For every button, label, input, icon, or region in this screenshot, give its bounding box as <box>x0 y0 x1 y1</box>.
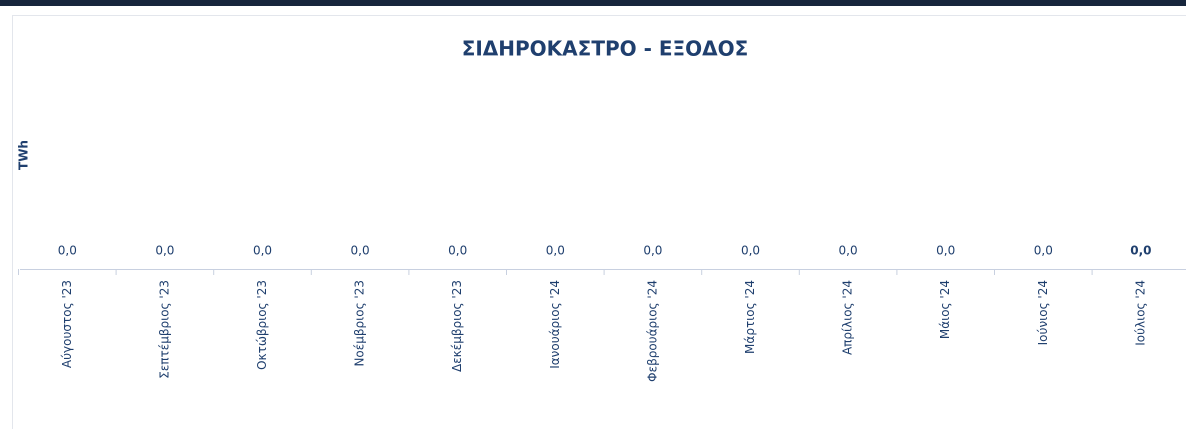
value-label: 0,0 <box>155 244 174 258</box>
value-label: 0,0 <box>839 244 858 258</box>
panel <box>12 15 1186 429</box>
y-axis-label: TWh <box>17 140 31 170</box>
value-label: 0,0 <box>936 244 955 258</box>
value-label: 0,0 <box>1034 244 1053 258</box>
x-tick-label: Ιανουάριος '24 <box>548 280 562 369</box>
value-label: 0,0 <box>643 244 662 258</box>
top-bar <box>0 0 1186 6</box>
x-tick-label: Απρίλιος '24 <box>841 280 855 355</box>
x-tick-label: Οκτώβριος '23 <box>255 280 269 370</box>
x-tick-label: Αύγουστος '23 <box>60 280 74 368</box>
x-tick-label: Φεβρουάριος '24 <box>645 280 659 382</box>
value-label: 0,0 <box>546 244 565 258</box>
x-tick-label: Ιούλιος '24 <box>1133 280 1147 346</box>
value-label: 0,0 <box>58 244 77 258</box>
x-tick-label: Δεκέμβριος '23 <box>450 280 464 372</box>
x-tick-label: Μάιος '24 <box>938 280 952 339</box>
x-tick-label: Σεπτέμβριος '23 <box>157 280 171 379</box>
chart-title: ΣΙΔΗΡΟΚΑΣΤΡΟ - ΕΞΟΔΟΣ <box>462 37 749 61</box>
value-label: 0,0 <box>1130 244 1151 258</box>
x-tick-label: Μάρτιος '24 <box>743 280 757 354</box>
value-label: 0,0 <box>448 244 467 258</box>
value-label: 0,0 <box>741 244 760 258</box>
x-tick-label: Νοέμβριος '23 <box>353 280 367 367</box>
value-label: 0,0 <box>253 244 272 258</box>
value-label: 0,0 <box>351 244 370 258</box>
x-tick-label: Ιούνιος '24 <box>1036 280 1050 345</box>
